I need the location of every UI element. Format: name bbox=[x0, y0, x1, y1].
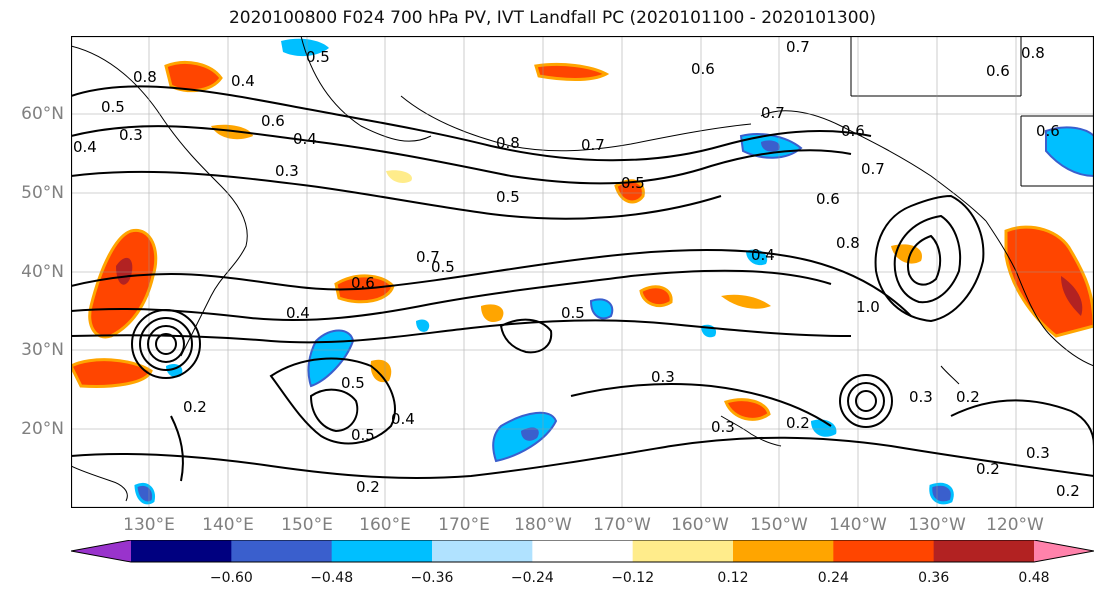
contour-label: 0.2 bbox=[976, 460, 1000, 478]
contour-label: 0.6 bbox=[986, 62, 1010, 80]
lon-label: 160°W bbox=[671, 515, 729, 535]
colorbar-tick-label: −0.24 bbox=[510, 570, 554, 586]
contour-label: 0.5 bbox=[341, 374, 365, 392]
colorbar-swatch bbox=[331, 540, 433, 562]
lon-label: 150°W bbox=[750, 515, 808, 535]
lon-label: 120°W bbox=[986, 515, 1044, 535]
contour-label: 0.5 bbox=[351, 426, 375, 444]
gridlines bbox=[71, 36, 1094, 508]
contour-label: 0.5 bbox=[101, 98, 125, 116]
lat-label: 20°N bbox=[21, 419, 64, 439]
colorbar-swatch bbox=[1034, 540, 1094, 562]
contour-label: 0.2 bbox=[1056, 482, 1080, 500]
contour-label: 0.3 bbox=[1026, 444, 1050, 462]
lon-label: 160°E bbox=[359, 515, 411, 535]
colorbar-tick-label: 0.12 bbox=[717, 570, 749, 586]
contour-label: 0.4 bbox=[391, 410, 415, 428]
contour-label: 0.7 bbox=[761, 104, 785, 122]
contour-label: 0.7 bbox=[861, 160, 885, 178]
contour-label: 0.4 bbox=[231, 72, 255, 90]
lon-label: 170°W bbox=[593, 515, 651, 535]
colorbar-swatch bbox=[231, 540, 333, 562]
contour-label: 0.8 bbox=[496, 134, 520, 152]
contour-label: 0.4 bbox=[286, 304, 310, 322]
colorbar-swatch bbox=[833, 540, 935, 562]
colorbar-swatch bbox=[131, 540, 232, 562]
colorbar-tick-label: −0.60 bbox=[209, 570, 253, 586]
contour-label: 0.4 bbox=[293, 130, 317, 148]
lat-label: 30°N bbox=[21, 340, 64, 360]
colorbar-tick-label: 0.36 bbox=[918, 570, 950, 586]
contour-label: 0.8 bbox=[836, 234, 860, 252]
colorbar-swatch bbox=[432, 540, 533, 562]
pv-positive-region-north-east-coast bbox=[1004, 225, 1094, 338]
contour-label: 0.6 bbox=[816, 190, 840, 208]
colorbar-swatch bbox=[71, 540, 131, 562]
contour-label: 0.2 bbox=[956, 388, 980, 406]
map-panel: 0.5 0.8 0.4 0.5 0.3 0.4 0.4 0.3 0.6 0.7 … bbox=[71, 36, 1094, 508]
contour-label: 0.2 bbox=[356, 478, 380, 496]
contour-label: 0.7 bbox=[786, 38, 810, 56]
ivt-contours bbox=[71, 85, 1094, 482]
contour-label: 0.3 bbox=[711, 418, 735, 436]
lat-label: 40°N bbox=[21, 262, 64, 282]
colorbar-outline bbox=[71, 540, 1094, 563]
contour-label: 0.6 bbox=[691, 60, 715, 78]
coastlines bbox=[71, 36, 1094, 502]
contour-labels: 0.5 0.8 0.4 0.5 0.3 0.4 0.4 0.3 0.6 0.7 … bbox=[73, 38, 1080, 500]
lon-label: 140°E bbox=[202, 515, 254, 535]
contour-label: 0.5 bbox=[496, 188, 520, 206]
lon-label: 140°W bbox=[829, 515, 887, 535]
contour-label: 1.0 bbox=[856, 298, 880, 316]
colorbar-tick-label: −0.12 bbox=[611, 570, 655, 586]
colorbar-tick-label: 0.48 bbox=[1018, 570, 1050, 586]
contour-label: 0.6 bbox=[351, 274, 375, 292]
lon-label: 130°E bbox=[123, 515, 175, 535]
colorbar-swatch bbox=[933, 540, 1035, 562]
lat-label: 60°N bbox=[21, 104, 64, 124]
contour-label: 0.5 bbox=[306, 48, 330, 66]
lat-label: 50°N bbox=[21, 183, 64, 203]
contour-label: 0.6 bbox=[1036, 122, 1060, 140]
colorbar-tick-label: −0.48 bbox=[310, 570, 354, 586]
contour-label: 0.3 bbox=[275, 162, 299, 180]
contour-label: 0.8 bbox=[1021, 44, 1045, 62]
colorbar-tick-label: −0.36 bbox=[410, 570, 454, 586]
colorbar-swatch bbox=[733, 540, 834, 562]
contour-label: 0.5 bbox=[561, 304, 585, 322]
contour-label: 0.3 bbox=[119, 126, 143, 144]
contour-label: 0.4 bbox=[751, 246, 775, 264]
contour-label: 0.3 bbox=[909, 388, 933, 406]
lon-label: 150°E bbox=[281, 515, 333, 535]
pv-positive-region-philippine-sea bbox=[71, 358, 153, 388]
contour-label: 0.3 bbox=[651, 368, 675, 386]
contour-label: 0.8 bbox=[133, 68, 157, 86]
colorbar-swatch bbox=[532, 540, 634, 562]
colorbar-tick-label: 0.24 bbox=[817, 570, 849, 586]
pv-shading bbox=[71, 38, 1094, 505]
contour-label: 0.4 bbox=[73, 138, 97, 156]
contour-label: 0.2 bbox=[183, 398, 207, 416]
contour-label: 0.6 bbox=[841, 122, 865, 140]
contour-label: 0.2 bbox=[786, 414, 810, 432]
lon-label: 130°W bbox=[908, 515, 966, 535]
contour-label: 0.6 bbox=[261, 112, 285, 130]
contour-label: 0.7 bbox=[416, 248, 440, 266]
contour-label: 0.5 bbox=[431, 258, 455, 276]
contour-label: 0.5 bbox=[621, 174, 645, 192]
lon-label: 170°E bbox=[438, 515, 490, 535]
contour-label: 0.7 bbox=[581, 136, 605, 154]
colorbar-swatch bbox=[632, 540, 734, 562]
lon-label: 180°W bbox=[514, 515, 572, 535]
colorbar bbox=[71, 540, 1094, 563]
plot-title: 2020100800 F024 700 hPa PV, IVT Landfall… bbox=[228, 8, 876, 28]
